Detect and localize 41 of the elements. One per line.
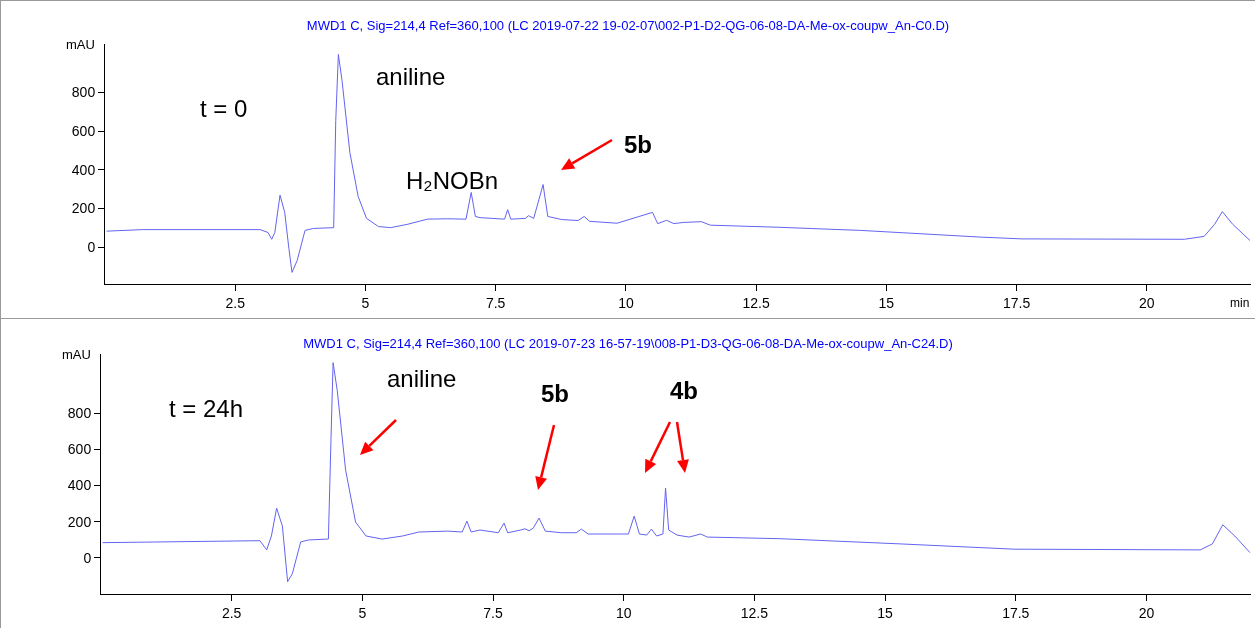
y-tick-label: 400 [67,477,92,494]
y-tick-label: 800 [67,405,92,422]
y-tick-label: 600 [71,123,96,139]
x-axis-title: min [1230,296,1250,310]
x-tick-label: 20 [1138,604,1155,621]
annotation: t = 24h [169,395,244,422]
y-tick-label: 800 [71,84,96,101]
annotation: aniline [376,63,446,90]
x-tick-label: 12.5 [742,294,770,311]
y-tick-label: 0 [83,549,92,566]
y-axis-title: mAU [62,347,91,362]
x-tick-label: 2.5 [221,604,242,621]
x-tick-label: 2.5 [225,294,246,311]
x-tick-label: 5 [361,294,370,311]
x-tick-label: 17.5 [1002,604,1030,621]
x-tick-label: 15 [877,604,894,621]
annotation: H₂NOBn [406,167,499,194]
y-tick-label: 200 [67,513,92,530]
x-tick-label: 15 [878,294,895,311]
chart-title: MWD1 C, Sig=214,4 Ref=360,100 (LC 2019-07-22 19-02-07\002-P1-D2-QG-06-08-DA-Me-ox-coupw_An-C0.D) [306,17,950,33]
x-tick-label: 20 [1139,294,1155,311]
line-series [102,362,1251,583]
y-tick-label: 200 [71,200,96,217]
y-tick-label: 0 [87,239,96,256]
x-tick-label: 12.5 [740,604,769,621]
y-tick-label: 600 [67,441,92,458]
annotation: t = 0 [200,95,248,122]
x-tick-label: 10 [615,604,632,621]
x-tick-label: 5 [358,604,367,621]
x-tick-label: 7.5 [483,604,503,621]
x-tick-label: 17.5 [1002,294,1031,311]
annotation: 5b [624,131,653,158]
annotation: 5b [541,380,570,407]
chart-title: MWD1 C, Sig=214,4 Ref=360,100 (LC 2019-07-23 16-57-19\008-P1-D3-QG-06-08-DA-Me-ox-coupw_An-C24.D) [303,335,953,351]
y-tick-label: 400 [71,161,96,178]
annotation: aniline [387,365,457,392]
x-tick-label: 10 [618,294,634,311]
line-series [106,53,1251,273]
annotation: 4b [670,377,699,404]
y-axis-title: mAU [66,37,95,52]
x-tick-label: 7.5 [485,294,506,311]
